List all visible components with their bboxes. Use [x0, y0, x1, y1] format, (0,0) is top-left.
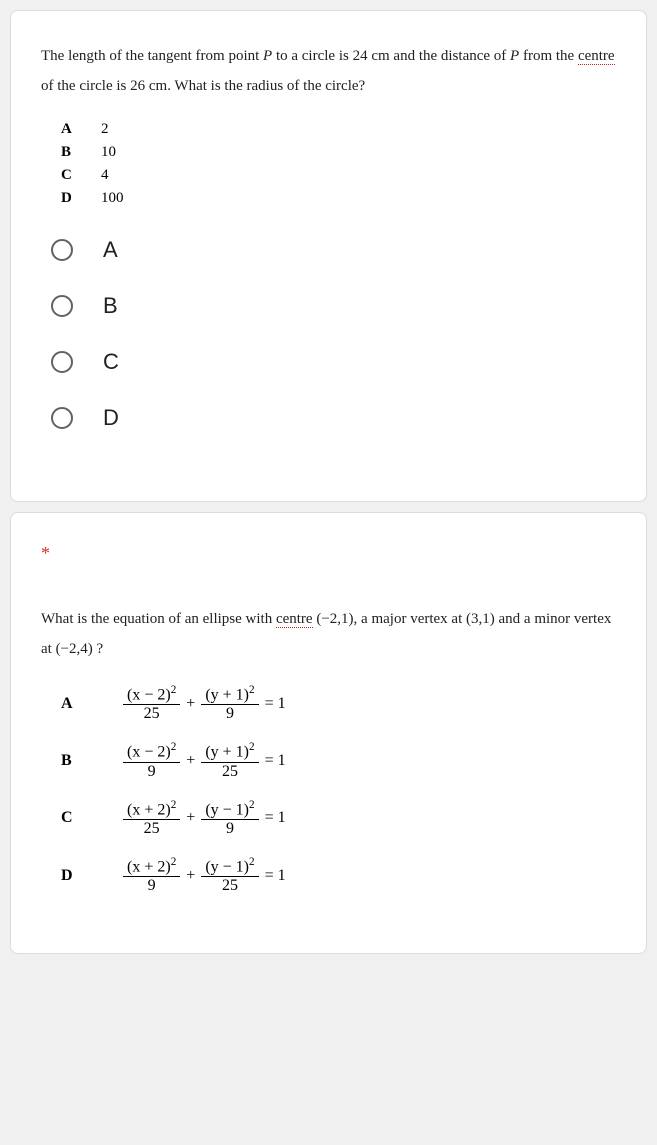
eq-label: C [61, 809, 121, 827]
denominator: 9 [144, 877, 160, 895]
question-2-text: What is the equation of an ellipse with … [41, 604, 616, 664]
eq-body: (x − 2)2 25 + (y + 1)2 9 = 1 [121, 684, 286, 723]
equation-list: A (x − 2)2 25 + (y + 1)2 9 = 1 B (x − 2)… [41, 684, 616, 895]
q1-text-p1: The length of the tangent from point [41, 48, 263, 64]
numerator: (x − 2)2 [123, 684, 180, 705]
denominator: 9 [222, 820, 238, 838]
answer-label: C [61, 167, 101, 184]
fraction: (y + 1)2 9 [201, 684, 258, 723]
fraction: (x + 2)2 9 [123, 856, 180, 895]
radio-label: C [103, 349, 119, 375]
plus-sign: + [186, 867, 195, 885]
plus-sign: + [186, 752, 195, 770]
plus-sign: + [186, 695, 195, 713]
eq-body: (x + 2)2 25 + (y − 1)2 9 = 1 [121, 799, 286, 838]
equals: = 1 [265, 809, 286, 827]
answer-row: A 2 [61, 121, 616, 138]
denominator: 9 [144, 763, 160, 781]
question-card-2: * What is the equation of an ellipse wit… [10, 512, 647, 954]
fraction: (y − 1)2 9 [201, 799, 258, 838]
fraction: (x − 2)2 9 [123, 741, 180, 780]
equals: = 1 [265, 695, 286, 713]
radio-icon [51, 295, 73, 317]
q1-text-p2: to a circle is 24 cm and the distance of [272, 48, 510, 64]
radio-icon [51, 407, 73, 429]
equation-row-c: C (x + 2)2 25 + (y − 1)2 9 = 1 [41, 799, 616, 838]
answer-label: B [61, 144, 101, 161]
answer-row: B 10 [61, 144, 616, 161]
radio-option-c[interactable]: C [51, 349, 616, 375]
fraction: (x + 2)2 25 [123, 799, 180, 838]
radio-icon [51, 239, 73, 261]
eq-body: (x − 2)2 9 + (y + 1)2 25 = 1 [121, 741, 286, 780]
denominator: 25 [218, 763, 242, 781]
q2-underlined: centre [276, 611, 313, 628]
answer-list-1: A 2 B 10 C 4 D 100 [61, 121, 616, 207]
q1-italic-p1: P [263, 48, 272, 64]
answer-value: 2 [101, 121, 109, 138]
denominator: 25 [218, 877, 242, 895]
radio-option-b[interactable]: B [51, 293, 616, 319]
plus-sign: + [186, 809, 195, 827]
q1-underlined: centre [578, 48, 615, 65]
eq-label: B [61, 752, 121, 770]
q1-text-p3: from the [519, 48, 578, 64]
equals: = 1 [265, 752, 286, 770]
equation-row-b: B (x − 2)2 9 + (y + 1)2 25 = 1 [41, 741, 616, 780]
answer-value: 4 [101, 167, 109, 184]
equals: = 1 [265, 867, 286, 885]
denominator: 9 [222, 705, 238, 723]
equation-row-a: A (x − 2)2 25 + (y + 1)2 9 = 1 [41, 684, 616, 723]
numerator: (x − 2)2 [123, 741, 180, 762]
question-card-1: The length of the tangent from point P t… [10, 10, 647, 502]
radio-label: D [103, 405, 119, 431]
question-1-text: The length of the tangent from point P t… [41, 41, 616, 101]
fraction: (y − 1)2 25 [201, 856, 258, 895]
answer-value: 10 [101, 144, 116, 161]
radio-label: A [103, 237, 118, 263]
radio-icon [51, 351, 73, 373]
numerator: (y + 1)2 [201, 741, 258, 762]
eq-label: D [61, 867, 121, 885]
fraction: (y + 1)2 25 [201, 741, 258, 780]
radio-label: B [103, 293, 118, 319]
answer-value: 100 [101, 190, 124, 207]
radio-option-d[interactable]: D [51, 405, 616, 431]
eq-body: (x + 2)2 9 + (y − 1)2 25 = 1 [121, 856, 286, 895]
radio-option-a[interactable]: A [51, 237, 616, 263]
eq-label: A [61, 695, 121, 713]
answer-row: D 100 [61, 190, 616, 207]
numerator: (y − 1)2 [201, 856, 258, 877]
numerator: (x + 2)2 [123, 856, 180, 877]
q2-text-p4: ? [93, 641, 103, 657]
radio-group-1: A B C D [51, 237, 616, 431]
numerator: (y + 1)2 [201, 684, 258, 705]
equation-row-d: D (x + 2)2 9 + (y − 1)2 25 = 1 [41, 856, 616, 895]
numerator: (y − 1)2 [201, 799, 258, 820]
q2-coord1: (−2,1) [313, 611, 354, 627]
fraction: (x − 2)2 25 [123, 684, 180, 723]
answer-label: D [61, 190, 101, 207]
answer-label: A [61, 121, 101, 138]
q2-text-p1: What is the equation of an ellipse with [41, 611, 276, 627]
q1-text-p4: of the circle is 26 cm. What is the radi… [41, 78, 365, 94]
q2-text-p2: , a major vertex at [354, 611, 466, 627]
required-mark: * [41, 543, 616, 564]
answer-row: C 4 [61, 167, 616, 184]
q1-italic-p2: P [510, 48, 519, 64]
denominator: 25 [140, 820, 164, 838]
denominator: 25 [140, 705, 164, 723]
numerator: (x + 2)2 [123, 799, 180, 820]
q2-coord3: (−2,4) [56, 641, 93, 657]
q2-coord2: (3,1) [466, 611, 495, 627]
